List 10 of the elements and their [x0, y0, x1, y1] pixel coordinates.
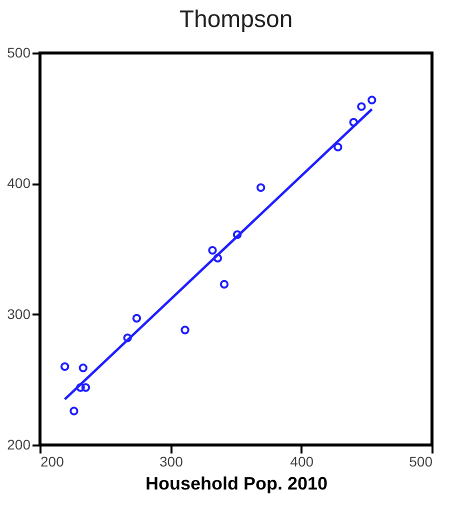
x-tick-label: 500 — [409, 454, 433, 470]
y-tick-label: 500 — [7, 44, 31, 60]
y-tick-label: 400 — [7, 175, 31, 192]
y-tick-label: 300 — [7, 306, 31, 322]
x-axis-title: Household Pop. 2010 — [145, 474, 328, 494]
x-tick-label: 300 — [159, 454, 184, 470]
x-tick-label: 200 — [40, 454, 64, 470]
y-tick-label: 200 — [7, 436, 31, 452]
chart-title: Thompson — [179, 6, 293, 33]
x-tick-label: 400 — [290, 454, 314, 470]
